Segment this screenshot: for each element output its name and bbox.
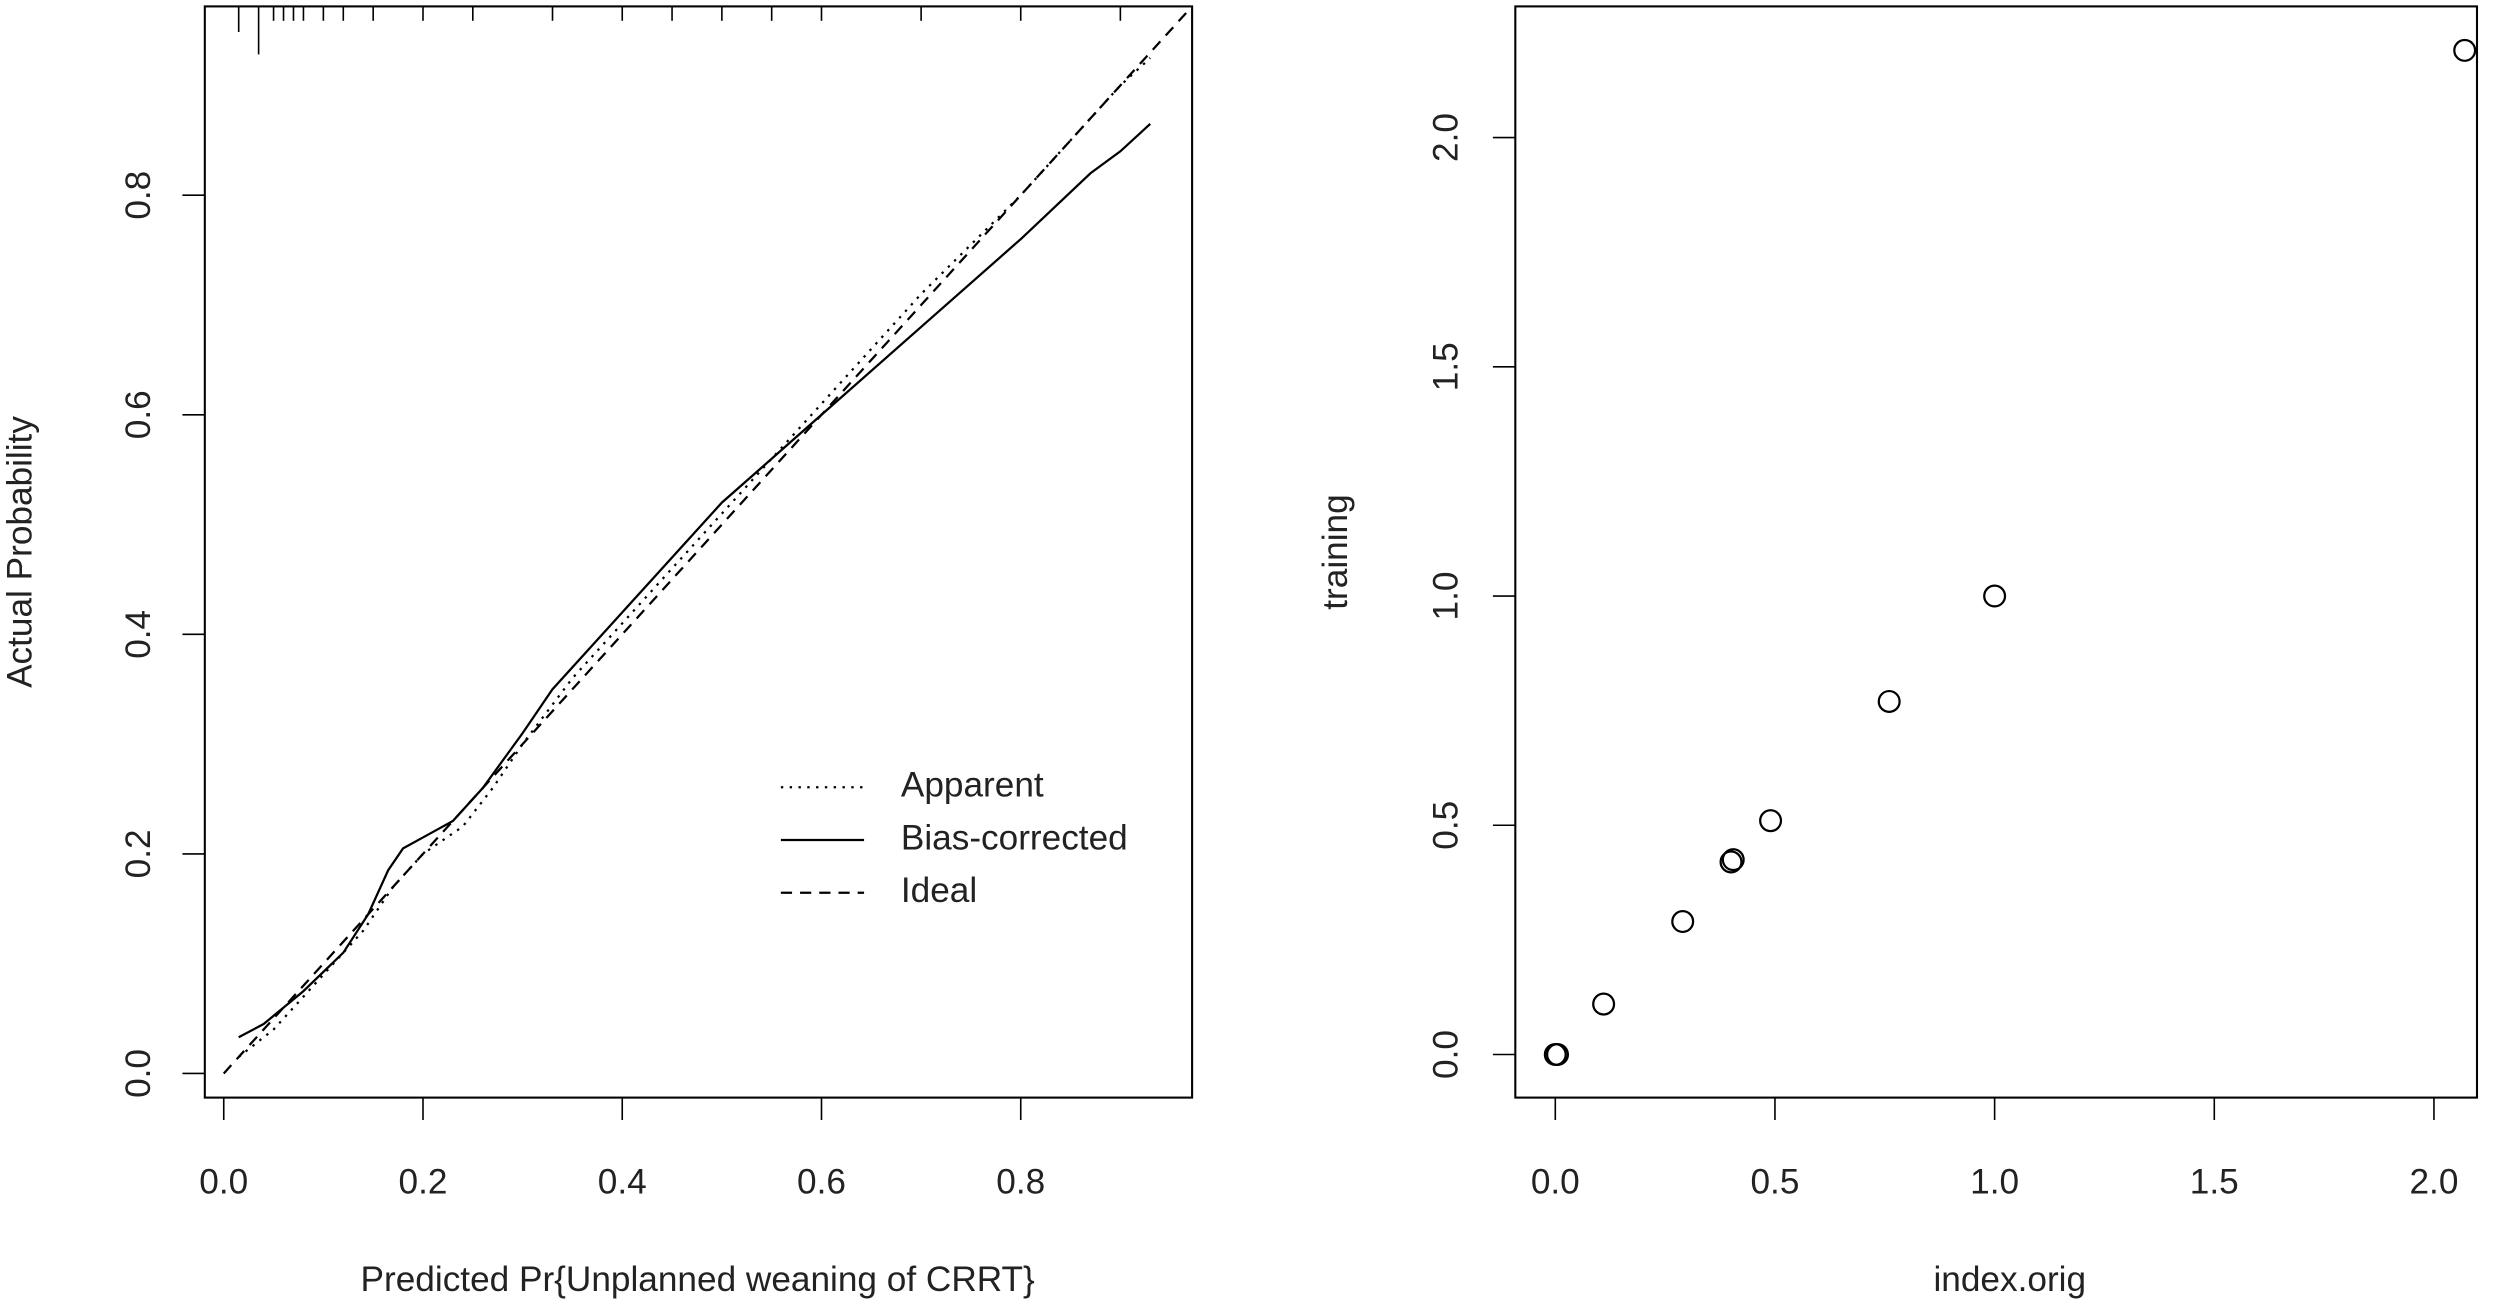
x-axis-label: index.orig (1933, 1260, 2086, 1299)
point (1719, 850, 1743, 874)
x-tick-label: 0.0 (1531, 1162, 1580, 1201)
point (1983, 584, 2007, 608)
x-tick-label: 1.5 (2190, 1162, 2239, 1201)
point (1671, 910, 1695, 934)
x-tick-label: 0.6 (797, 1162, 846, 1201)
point (2453, 38, 2477, 62)
y-axis-label: training (1316, 494, 1355, 609)
y-tick-label: 0.6 (119, 390, 158, 439)
legend-label: Bias-corrected (901, 818, 1128, 857)
calibration-line (222, 7, 1191, 1075)
y-tick-label: 0.0 (119, 1049, 158, 1098)
x-axis-label: Predicted Pr{Unplanned weaning of CRRT} (361, 1260, 1035, 1299)
plot-frame (203, 5, 1194, 1099)
x-tick-label: 0.0 (199, 1162, 248, 1201)
y-tick-label: 0.8 (119, 171, 158, 220)
y-tick-label: 1.5 (1426, 342, 1465, 391)
point (1721, 848, 1745, 872)
y-tick-label: 1.0 (1426, 572, 1465, 621)
y-tick-label: 0.0 (1426, 1030, 1465, 1079)
point (1877, 689, 1901, 713)
y-tick-label: 0.5 (1426, 801, 1465, 850)
point (1545, 1042, 1570, 1067)
y-tick-label: 0.4 (119, 610, 158, 659)
calibration-line (238, 123, 1152, 1039)
x-tick-label: 2.0 (2409, 1162, 2458, 1201)
x-tick-label: 0.2 (399, 1162, 448, 1201)
plot-frame (1514, 5, 2479, 1099)
point (1759, 809, 1783, 833)
point (1592, 992, 1616, 1016)
y-axis-label: Actual Probability (1, 416, 40, 688)
calibration-line (237, 57, 1152, 1058)
y-tick-label: 2.0 (1426, 113, 1465, 162)
x-tick-label: 0.4 (598, 1162, 647, 1201)
x-tick-label: 1.0 (1970, 1162, 2019, 1201)
x-tick-label: 0.8 (996, 1162, 1045, 1201)
legend-label: Ideal (901, 871, 977, 910)
x-tick-label: 0.5 (1750, 1162, 1799, 1201)
legend-label: Apparent (901, 765, 1044, 804)
y-tick-label: 0.2 (119, 829, 158, 878)
